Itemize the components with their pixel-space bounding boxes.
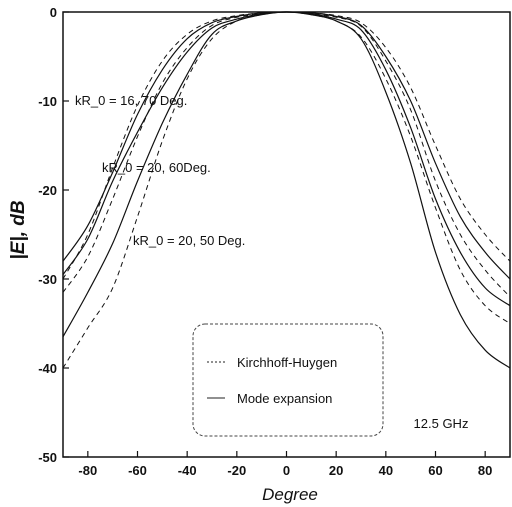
x-tick-label: 60 <box>428 463 442 478</box>
series-line-4-dashed <box>62 11 511 298</box>
series-line-2-dashed <box>62 11 511 369</box>
annotation-krr0-20-60: kR_0 = 20, 60Deg. <box>102 160 211 175</box>
y-tick-label: -30 <box>38 272 57 287</box>
y-tick-label: -40 <box>38 361 57 376</box>
x-tick-label: -20 <box>227 463 246 478</box>
series-line-3-solid <box>62 11 511 307</box>
x-tick-label: -80 <box>78 463 97 478</box>
annotation-krr0-16-70: kR_0 = 16, 70 Deg. <box>75 93 187 108</box>
ticks-layer: -80 -60 -40 -20 0 20 40 60 80 0 -10 -20 -30 -40 -50 <box>38 5 492 478</box>
series-line-1-solid <box>62 11 511 369</box>
x-tick-label: -40 <box>178 463 197 478</box>
y-tick-label: -20 <box>38 183 57 198</box>
legend-label-mode: Mode expansion <box>237 391 332 406</box>
x-tick-label: 20 <box>329 463 343 478</box>
series-layer <box>62 11 511 369</box>
x-tick-label: 80 <box>478 463 492 478</box>
x-tick-label: 0 <box>283 463 290 478</box>
annotation-krr0-20-50: kR_0 = 20, 50 Deg. <box>133 233 245 248</box>
annotation-frequency: 12.5 GHz <box>414 416 469 431</box>
y-tick-label: -10 <box>38 94 57 109</box>
legend-label-kirchhoff: Kirchhoff-Huygen <box>237 355 337 370</box>
y-tick-label: -50 <box>38 450 57 465</box>
x-tick-label: 40 <box>379 463 393 478</box>
legend: Kirchhoff-Huygen Mode expansion <box>192 323 384 437</box>
x-tick-label: -60 <box>128 463 147 478</box>
y-tick-label: 0 <box>50 5 57 20</box>
y-axis-title: |E|, dB <box>8 200 29 259</box>
legend-box <box>192 323 384 437</box>
x-axis-title: Degree <box>262 485 318 504</box>
series-line-6-dashed <box>62 11 511 280</box>
